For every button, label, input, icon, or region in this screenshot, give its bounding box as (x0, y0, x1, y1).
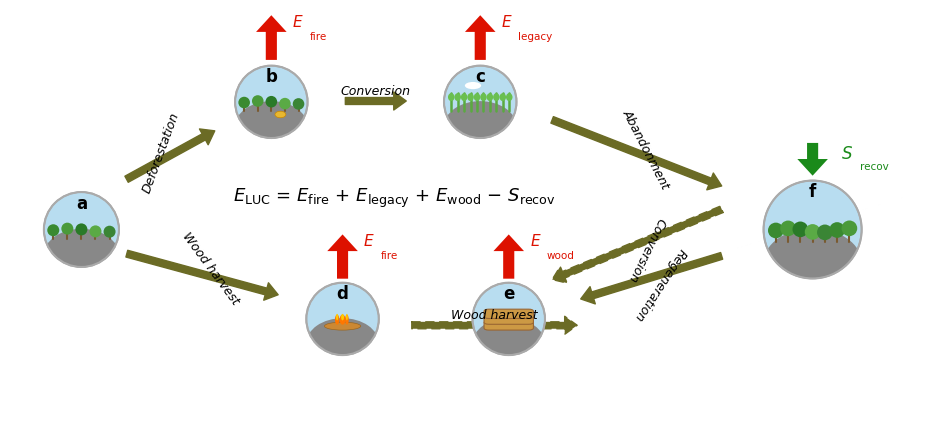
Ellipse shape (335, 315, 340, 325)
Ellipse shape (324, 322, 360, 330)
FancyArrowPatch shape (126, 251, 278, 300)
FancyArrowPatch shape (581, 253, 723, 304)
Ellipse shape (461, 94, 467, 102)
Ellipse shape (345, 315, 349, 325)
Text: a: a (76, 194, 87, 212)
Text: $E$: $E$ (363, 233, 375, 249)
Ellipse shape (842, 221, 857, 236)
Text: fire: fire (380, 250, 398, 261)
Text: f: f (809, 183, 816, 201)
Ellipse shape (792, 222, 808, 238)
Ellipse shape (44, 229, 119, 282)
Ellipse shape (473, 283, 545, 355)
Text: wood: wood (547, 250, 574, 261)
Ellipse shape (474, 94, 480, 102)
FancyArrowPatch shape (494, 235, 524, 279)
Ellipse shape (306, 318, 378, 369)
Text: Abandonment: Abandonment (620, 107, 672, 190)
FancyArrowPatch shape (412, 317, 577, 334)
FancyArrowPatch shape (797, 144, 828, 176)
FancyBboxPatch shape (484, 309, 534, 319)
Ellipse shape (444, 66, 516, 139)
FancyBboxPatch shape (484, 315, 534, 325)
FancyArrowPatch shape (553, 207, 723, 283)
Ellipse shape (61, 223, 73, 235)
Text: fire: fire (309, 32, 326, 42)
Text: Regeneration: Regeneration (631, 245, 689, 322)
Ellipse shape (341, 314, 344, 321)
Ellipse shape (275, 112, 286, 118)
FancyArrowPatch shape (327, 235, 358, 279)
Ellipse shape (465, 83, 481, 90)
Ellipse shape (805, 225, 821, 240)
FancyArrowPatch shape (551, 118, 722, 190)
Text: Conversion: Conversion (626, 215, 668, 284)
Ellipse shape (455, 94, 461, 102)
Ellipse shape (487, 94, 494, 102)
Text: Deforestation: Deforestation (140, 110, 182, 194)
Ellipse shape (473, 318, 545, 369)
FancyBboxPatch shape (484, 321, 534, 330)
Ellipse shape (48, 225, 59, 237)
Ellipse shape (239, 98, 250, 109)
Ellipse shape (346, 314, 348, 321)
Ellipse shape (467, 94, 474, 102)
Ellipse shape (104, 226, 116, 238)
Ellipse shape (280, 98, 291, 110)
Ellipse shape (494, 94, 499, 102)
Ellipse shape (293, 99, 304, 110)
Ellipse shape (89, 226, 102, 238)
FancyArrowPatch shape (125, 130, 215, 183)
Text: e: e (503, 284, 514, 302)
Text: $E$: $E$ (530, 233, 541, 249)
Ellipse shape (44, 193, 119, 268)
Text: $E_{\mathrm{LUC}}$ = $E_{\mathrm{fire}}$ + $E_{\mathrm{legacy}}$ + $E_{\mathrm{w: $E_{\mathrm{LUC}}$ = $E_{\mathrm{fire}}$… (233, 187, 556, 210)
FancyArrowPatch shape (256, 16, 286, 61)
Text: recov: recov (860, 162, 889, 172)
Ellipse shape (817, 225, 833, 241)
Text: Wood harvest: Wood harvest (451, 308, 538, 321)
Text: $E$: $E$ (292, 14, 303, 30)
Text: c: c (476, 68, 485, 86)
Ellipse shape (764, 229, 862, 297)
Ellipse shape (499, 94, 506, 102)
Text: $S$: $S$ (841, 144, 853, 163)
Ellipse shape (764, 181, 862, 279)
FancyArrowPatch shape (465, 16, 495, 61)
Ellipse shape (306, 283, 378, 355)
Ellipse shape (340, 315, 345, 325)
Text: $E$: $E$ (501, 14, 513, 30)
Text: d: d (337, 284, 348, 302)
Ellipse shape (252, 96, 263, 107)
Ellipse shape (336, 314, 339, 321)
Ellipse shape (75, 224, 87, 236)
Ellipse shape (780, 221, 796, 237)
Text: b: b (265, 68, 278, 86)
Text: Wood harvest: Wood harvest (180, 230, 243, 307)
Text: legacy: legacy (518, 32, 553, 42)
Ellipse shape (829, 223, 845, 238)
Ellipse shape (235, 102, 307, 153)
Ellipse shape (480, 94, 487, 102)
FancyArrowPatch shape (345, 93, 406, 111)
Ellipse shape (444, 102, 516, 153)
Ellipse shape (235, 66, 307, 139)
Ellipse shape (265, 97, 277, 108)
Ellipse shape (448, 94, 455, 102)
Ellipse shape (506, 94, 513, 102)
Text: Conversion: Conversion (340, 85, 411, 98)
Ellipse shape (768, 223, 784, 239)
